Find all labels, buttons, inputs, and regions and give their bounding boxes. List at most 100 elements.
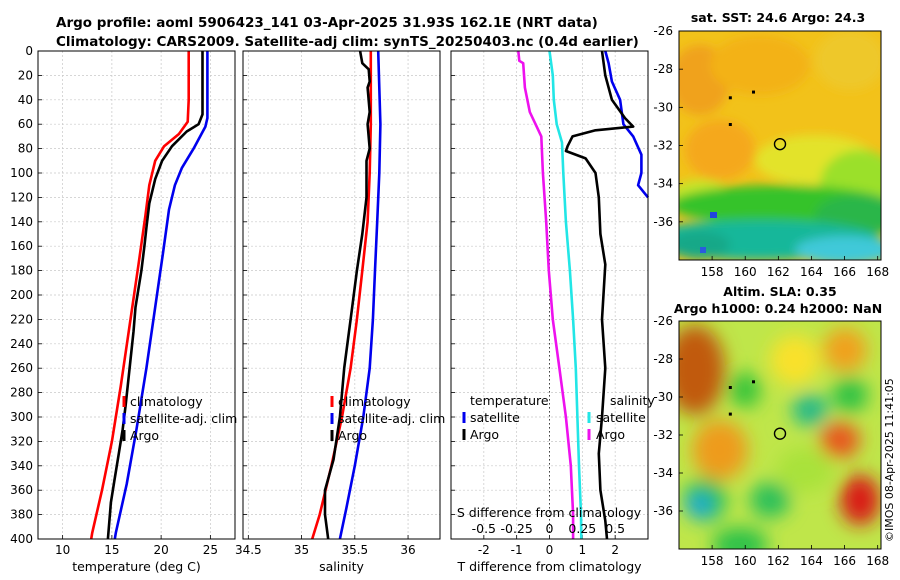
sst_map-island-dot — [752, 90, 756, 94]
sst-map-title: sat. SST: 24.6 Argo: 24.3 — [691, 10, 865, 25]
sst_map-xtick-label: 166 — [833, 265, 856, 279]
sst_map-ytick-label: -28 — [653, 62, 673, 76]
sla_map-xtick-label: 160 — [734, 554, 757, 568]
depth-tick-label: 220 — [10, 312, 33, 326]
temperature-xlabel: temperature (deg C) — [72, 559, 201, 574]
sla_map-xtick-label: 164 — [800, 554, 823, 568]
diff-s-tick-label: 0.5 — [605, 521, 625, 536]
sla_map-xtick-label: 162 — [767, 554, 790, 568]
salinity-xlabel: salinity — [319, 559, 364, 574]
depth-tick-label: 60 — [18, 117, 33, 131]
sst_map-ytick-label: -26 — [653, 24, 673, 38]
depth-tick-label: 400 — [10, 532, 33, 546]
temperature-panel: 10 15 20 25 0 20 40 60 80 100 120 140 160 180 200 220 24… — [10, 44, 237, 574]
difference-xtick-label: -2 — [478, 543, 490, 557]
temperature-legend-label: Argo — [130, 428, 159, 443]
depth-tick-label: 0 — [25, 44, 33, 58]
diff-legend-salinity-label: satellite — [596, 410, 646, 425]
sla_map-ytick-label: -34 — [653, 466, 673, 480]
depth-tick-label: 200 — [10, 288, 33, 302]
sst_map-island-dot — [728, 96, 732, 100]
difference-xtick-label: 1 — [579, 543, 587, 557]
sst_map-xtick-label: 164 — [800, 265, 823, 279]
sst_map-island-dot — [728, 123, 732, 127]
salinity-xtick-label: 36 — [400, 543, 415, 557]
temperature-xtick-label: 15 — [104, 543, 119, 557]
sla_map-ytick-label: -32 — [653, 428, 673, 442]
salinity-series-satellite-adj-clim — [338, 50, 382, 540]
sst_map-ytick-label: -32 — [653, 139, 673, 153]
temperature-xtick-label: 20 — [153, 543, 168, 557]
diff-legend-temperature-label: Argo — [470, 427, 499, 442]
sst_map-xtick-label: 162 — [767, 265, 790, 279]
salinity-panel: 34.5 35 35.5 36 salinity climatology satellite… — [235, 50, 445, 574]
depth-tick-label: 300 — [10, 410, 33, 424]
sla_map-ytick-label: -28 — [653, 352, 673, 366]
sla_map-ytick-label: -26 — [653, 314, 673, 328]
salinity-legend-label: Argo — [338, 428, 367, 443]
salinity-xtick-label: 35.5 — [341, 543, 368, 557]
depth-tick-label: 360 — [10, 483, 33, 497]
temperature-series-satellite-adj-clim — [113, 51, 209, 540]
sst_map-ytick-label: -34 — [653, 177, 673, 191]
difference-xlabel: T difference from climatology — [456, 559, 642, 574]
temperature-xtick-label: 10 — [55, 543, 70, 557]
sla_map-island-dot — [728, 386, 732, 389]
temperature-series-argo — [106, 51, 204, 540]
sst_map-xtick-label: 160 — [734, 265, 757, 279]
salinity-legend-label: satellite-adj. clim — [338, 411, 445, 426]
sst_map-ytick-label: -30 — [653, 100, 673, 114]
sst-map-field — [679, 31, 881, 260]
difference-series-s-satellite — [548, 50, 583, 540]
sla-map-title-line1: Altim. SLA: 0.35 — [723, 284, 836, 299]
sla_map-island-dot — [728, 412, 732, 416]
diff-s-tick-label: 0 — [546, 521, 554, 536]
depth-tick-label: 240 — [10, 337, 33, 351]
sst_map-xtick-label: 168 — [866, 265, 889, 279]
difference-series-t-satellite — [604, 50, 650, 199]
depth-tick-label: 160 — [10, 239, 33, 253]
figure-title-line1: Argo profile: aoml 5906423_141 03-Apr-20… — [56, 15, 598, 31]
difference-xtick-label: 2 — [611, 543, 619, 557]
temperature-frame — [37, 50, 236, 540]
difference-xtick-label: -1 — [511, 543, 523, 557]
sst-map-axes: 158 160 162 164 166 168 -26 -28 -30 -32 -34 -36 — [653, 24, 889, 279]
temperature-series-climatology — [89, 51, 190, 540]
depth-tick-label: 320 — [10, 434, 33, 448]
imos-credit: ©IMOS 08-Apr-2025 11:41:05 — [883, 378, 896, 542]
depth-tick-label: 380 — [10, 508, 33, 522]
diff-s-axis-label: S difference from climatology — [457, 505, 642, 520]
salinity-xtick-label: 35 — [294, 543, 309, 557]
salinity-legend-label: climatology — [338, 394, 411, 409]
depth-tick-label: 20 — [18, 68, 33, 82]
salinity-frame — [242, 50, 441, 540]
sla-float-marker — [773, 427, 787, 440]
difference-panel: -2 -1 0 1 2 T difference from climatology temp… — [450, 50, 655, 574]
depth-tick-label: 120 — [10, 190, 33, 204]
depth-tick-label: 280 — [10, 386, 33, 400]
diff-s-tick-label: -0.5 — [472, 521, 496, 536]
difference-frame — [450, 50, 649, 540]
temperature-legend-label: climatology — [130, 394, 203, 409]
diff-legend-temperature-label: satellite — [470, 410, 520, 425]
diff-legend-salinity-label: Argo — [596, 427, 625, 442]
salinity-series-argo — [323, 50, 372, 540]
sla_map-island-dot — [752, 380, 756, 384]
sla-map-title-line2: Argo h1000: 0.24 h2000: NaN — [674, 301, 882, 316]
diff-s-tick-label: -0.25 — [500, 521, 532, 536]
sla_map-xtick-label: 158 — [701, 554, 724, 568]
sst_map-ytick-label: -36 — [653, 215, 673, 229]
sst_map-xtick-label: 158 — [701, 265, 724, 279]
diff-legend-salinity-title: salinity — [610, 393, 655, 408]
figure-title-line2: Climatology: CARS2009. Satellite-adj cli… — [56, 34, 639, 50]
sst-float-marker — [773, 137, 787, 151]
depth-tick-label: 80 — [18, 142, 33, 156]
salinity-xtick-label: 34.5 — [235, 543, 262, 557]
depth-tick-label: 100 — [10, 166, 33, 180]
depth-tick-label: 180 — [10, 264, 33, 278]
diff-legend-temperature-title: temperature — [470, 393, 549, 408]
temperature-legend-label: satellite-adj. clim — [130, 411, 237, 426]
sla-map-axes: 158 160 162 164 166 168 -26 -28 -30 -32 -34 -36 — [653, 314, 889, 568]
sla_map-ytick-label: -36 — [653, 504, 673, 518]
